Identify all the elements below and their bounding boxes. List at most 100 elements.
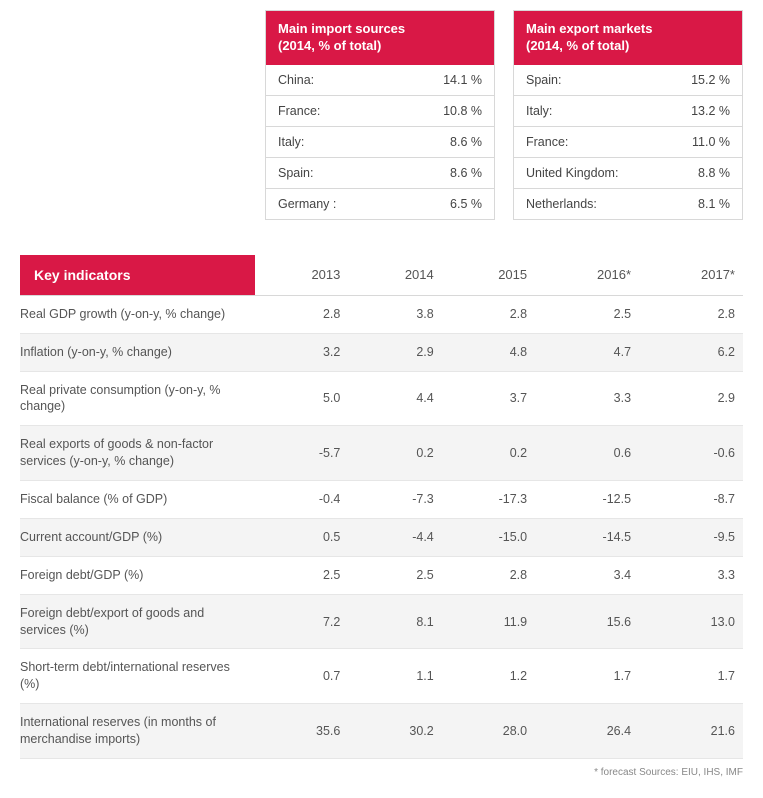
indicator-value: 2.5 bbox=[535, 295, 639, 333]
export-title-2: (2014, % of total) bbox=[526, 38, 730, 55]
import-row: China: 14.1 % bbox=[266, 65, 494, 95]
indicator-value: 3.8 bbox=[348, 295, 441, 333]
export-row: United Kingdom: 8.8 % bbox=[514, 157, 742, 188]
year-col-0: 2013 bbox=[255, 255, 348, 296]
export-markets-card: Main export markets (2014, % of total) S… bbox=[513, 10, 743, 220]
indicator-value: 28.0 bbox=[442, 704, 535, 759]
indicator-value: 2.5 bbox=[348, 556, 441, 594]
indicator-label: Real private consumption (y-on-y, % chan… bbox=[20, 371, 255, 426]
indicator-value: 2.9 bbox=[348, 333, 441, 371]
indicators-header-row: Key indicators 2013 2014 2015 2016* 2017… bbox=[20, 255, 743, 296]
indicator-value: 30.2 bbox=[348, 704, 441, 759]
import-row: France: 10.8 % bbox=[266, 95, 494, 126]
import-row-label: France: bbox=[278, 104, 320, 118]
indicator-value: 2.8 bbox=[255, 295, 348, 333]
indicator-label: Inflation (y-on-y, % change) bbox=[20, 333, 255, 371]
indicator-value: 2.8 bbox=[442, 295, 535, 333]
indicator-value: 0.6 bbox=[535, 426, 639, 481]
indicator-label: International reserves (in months of mer… bbox=[20, 704, 255, 759]
indicator-value: 2.5 bbox=[255, 556, 348, 594]
export-card-body: Spain:15.2 %Italy:13.2 %France:11.0 %Uni… bbox=[514, 65, 742, 219]
indicator-value: 4.8 bbox=[442, 333, 535, 371]
indicator-value: 4.7 bbox=[535, 333, 639, 371]
table-row: Current account/GDP (%)0.5-4.4-15.0-14.5… bbox=[20, 518, 743, 556]
indicator-value: 13.0 bbox=[639, 594, 743, 649]
indicator-value: 0.2 bbox=[442, 426, 535, 481]
import-card-body: China:14.1 %France:10.8 %Italy:8.6 %Spai… bbox=[266, 65, 494, 219]
import-row-value: 14.1 % bbox=[443, 73, 482, 87]
import-card-header: Main import sources (2014, % of total) bbox=[266, 11, 494, 65]
export-row-value: 8.8 % bbox=[698, 166, 730, 180]
indicator-value: 1.7 bbox=[639, 649, 743, 704]
year-col-2: 2015 bbox=[442, 255, 535, 296]
table-row: International reserves (in months of mer… bbox=[20, 704, 743, 759]
indicator-value: -4.4 bbox=[348, 518, 441, 556]
indicator-value: 2.8 bbox=[639, 295, 743, 333]
year-col-3: 2016* bbox=[535, 255, 639, 296]
indicator-value: 3.4 bbox=[535, 556, 639, 594]
indicator-value: 15.6 bbox=[535, 594, 639, 649]
indicator-value: -8.7 bbox=[639, 481, 743, 519]
export-row: Spain: 15.2 % bbox=[514, 65, 742, 95]
indicator-value: -12.5 bbox=[535, 481, 639, 519]
indicator-value: -7.3 bbox=[348, 481, 441, 519]
indicator-value: -9.5 bbox=[639, 518, 743, 556]
indicator-value: 3.2 bbox=[255, 333, 348, 371]
indicator-value: -14.5 bbox=[535, 518, 639, 556]
import-row-value: 10.8 % bbox=[443, 104, 482, 118]
indicator-value: 5.0 bbox=[255, 371, 348, 426]
import-row-value: 8.6 % bbox=[450, 135, 482, 149]
indicator-value: 1.7 bbox=[535, 649, 639, 704]
import-row-value: 8.6 % bbox=[450, 166, 482, 180]
indicator-value: 3.3 bbox=[639, 556, 743, 594]
indicator-value: 3.7 bbox=[442, 371, 535, 426]
indicator-label: Fiscal balance (% of GDP) bbox=[20, 481, 255, 519]
indicator-value: 3.3 bbox=[535, 371, 639, 426]
indicator-value: 1.2 bbox=[442, 649, 535, 704]
export-row-value: 11.0 % bbox=[692, 135, 730, 149]
indicator-value: 35.6 bbox=[255, 704, 348, 759]
top-cards-row: Main import sources (2014, % of total) C… bbox=[20, 10, 743, 220]
export-row-label: Spain: bbox=[526, 73, 561, 87]
year-col-1: 2014 bbox=[348, 255, 441, 296]
indicator-label: Short-term debt/international reserves (… bbox=[20, 649, 255, 704]
indicator-label: Real exports of goods & non-factor servi… bbox=[20, 426, 255, 481]
export-row: France: 11.0 % bbox=[514, 126, 742, 157]
export-row-label: Netherlands: bbox=[526, 197, 597, 211]
import-row-label: Spain: bbox=[278, 166, 313, 180]
import-row-value: 6.5 % bbox=[450, 197, 482, 211]
indicator-value: -0.4 bbox=[255, 481, 348, 519]
import-row: Germany : 6.5 % bbox=[266, 188, 494, 219]
export-row-label: United Kingdom: bbox=[526, 166, 618, 180]
import-row-label: China: bbox=[278, 73, 314, 87]
year-col-4: 2017* bbox=[639, 255, 743, 296]
export-title-1: Main export markets bbox=[526, 21, 730, 38]
indicator-value: 2.8 bbox=[442, 556, 535, 594]
export-card-header: Main export markets (2014, % of total) bbox=[514, 11, 742, 65]
indicator-value: -15.0 bbox=[442, 518, 535, 556]
indicator-value: 4.4 bbox=[348, 371, 441, 426]
indicator-value: 0.2 bbox=[348, 426, 441, 481]
export-row-value: 15.2 % bbox=[691, 73, 730, 87]
indicator-value: 1.1 bbox=[348, 649, 441, 704]
indicators-header-label: Key indicators bbox=[20, 255, 255, 296]
export-row: Netherlands: 8.1 % bbox=[514, 188, 742, 219]
footnote: * forecast Sources: EIU, IHS, IMF bbox=[20, 767, 743, 778]
table-row: Real GDP growth (y-on-y, % change)2.83.8… bbox=[20, 295, 743, 333]
indicator-value: 11.9 bbox=[442, 594, 535, 649]
table-row: Foreign debt/export of goods and service… bbox=[20, 594, 743, 649]
import-row-label: Italy: bbox=[278, 135, 304, 149]
import-sources-card: Main import sources (2014, % of total) C… bbox=[265, 10, 495, 220]
import-row-label: Germany : bbox=[278, 197, 336, 211]
indicator-value: -17.3 bbox=[442, 481, 535, 519]
indicator-label: Current account/GDP (%) bbox=[20, 518, 255, 556]
export-row-value: 8.1 % bbox=[698, 197, 730, 211]
table-row: Inflation (y-on-y, % change)3.22.94.84.7… bbox=[20, 333, 743, 371]
indicator-value: -5.7 bbox=[255, 426, 348, 481]
export-row-label: Italy: bbox=[526, 104, 552, 118]
indicator-value: 26.4 bbox=[535, 704, 639, 759]
import-row: Spain: 8.6 % bbox=[266, 157, 494, 188]
import-row: Italy: 8.6 % bbox=[266, 126, 494, 157]
export-row-label: France: bbox=[526, 135, 568, 149]
indicator-value: 2.9 bbox=[639, 371, 743, 426]
